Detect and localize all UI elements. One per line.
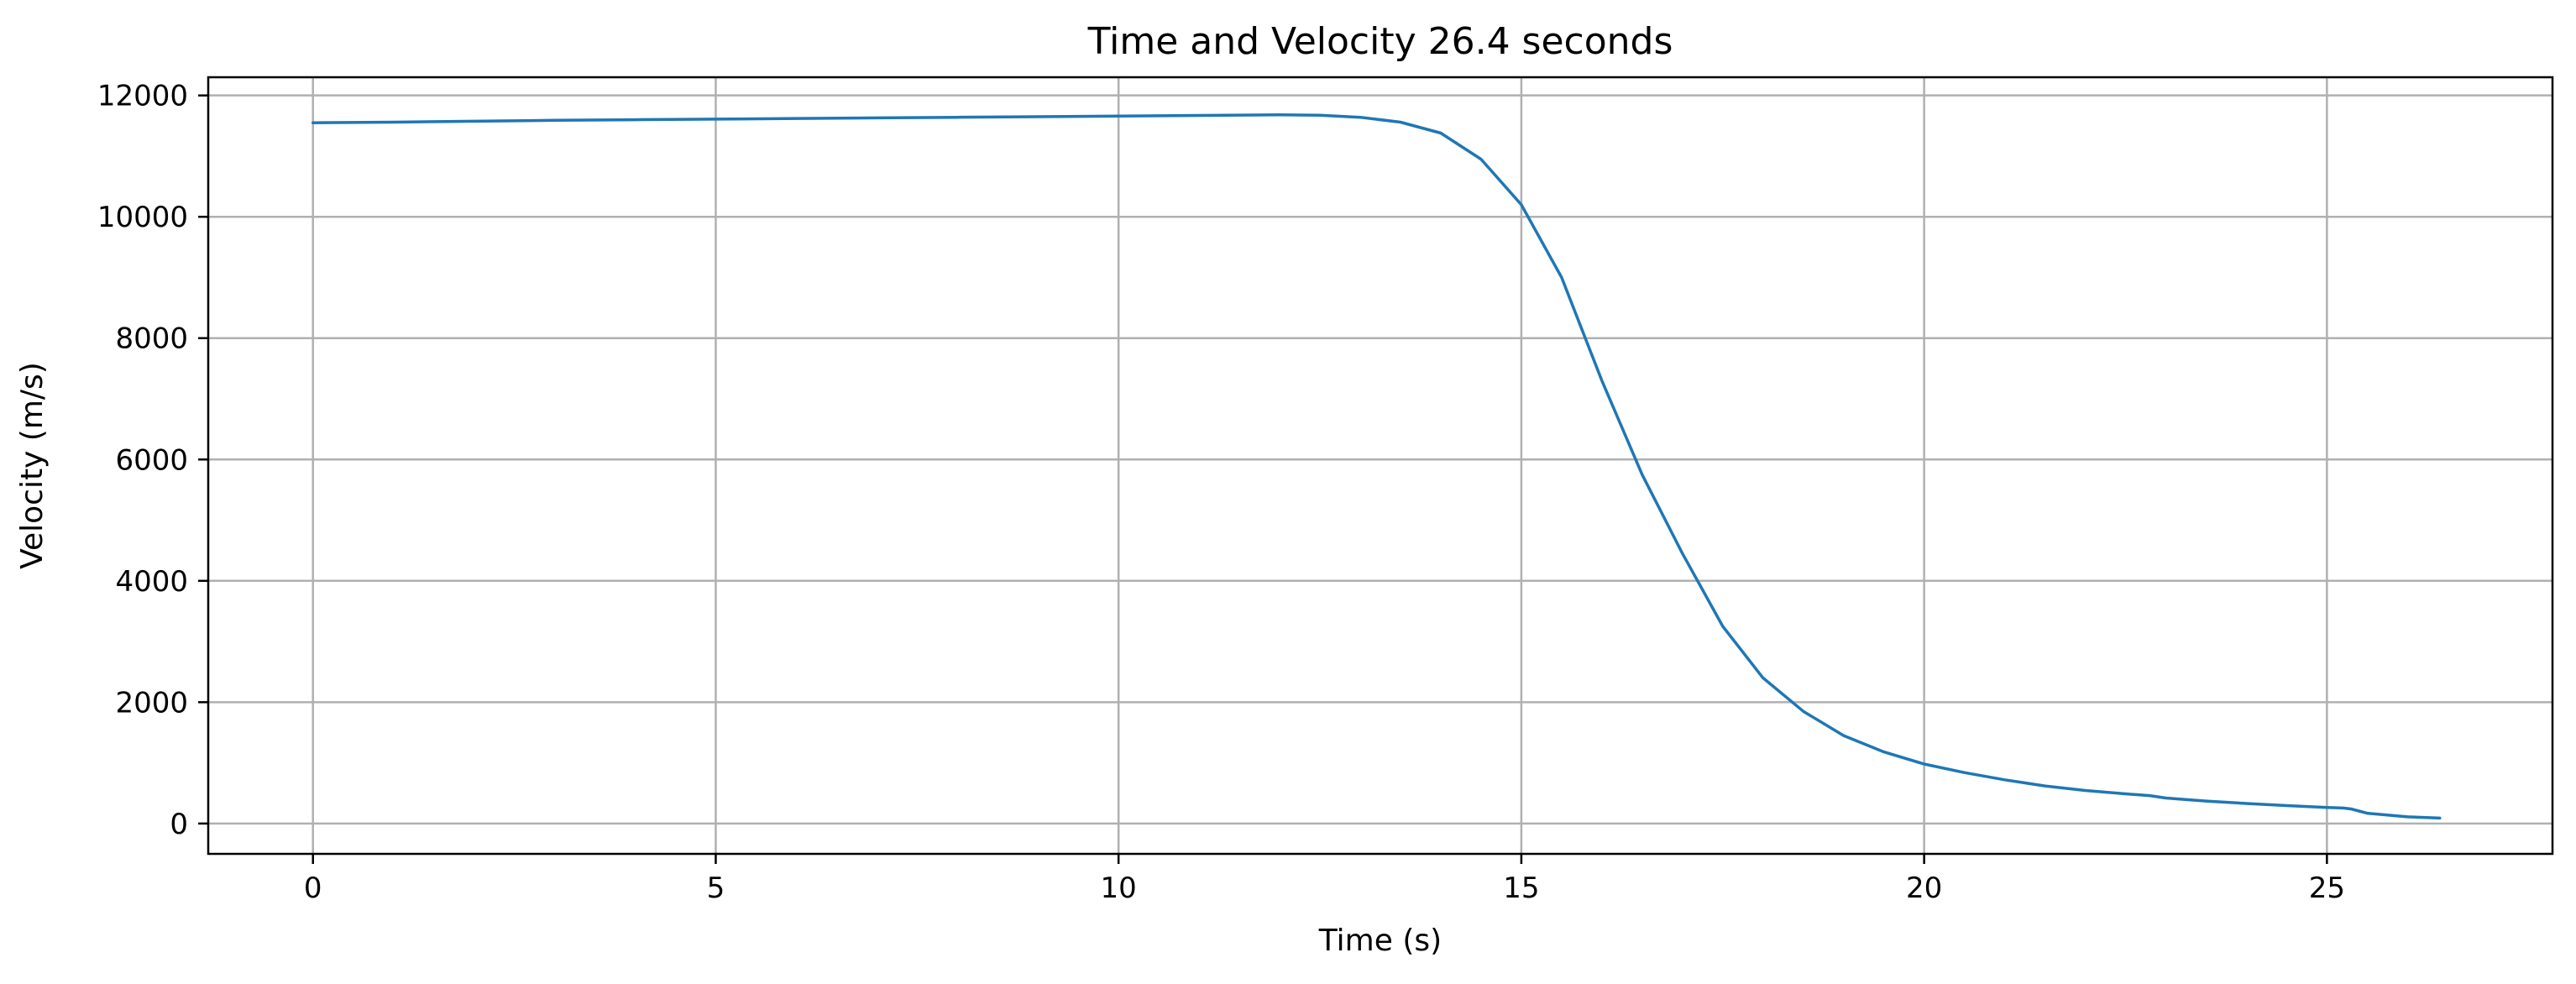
y-tick-label: 6000 [115,443,188,477]
x-axis-label: Time (s) [1318,924,1442,958]
y-tick-label: 0 [170,808,188,841]
y-axis-label: Velocity (m/s) [15,362,50,569]
x-tick-label: 10 [1101,871,1137,905]
ticks-layer [198,94,2328,864]
series-line [311,113,2442,820]
y-tick-label: 8000 [115,322,188,356]
x-tick-label: 0 [304,871,322,905]
y-tick-label: 2000 [115,686,188,720]
x-tick-label: 15 [1503,871,1539,905]
y-tick-label: 12000 [97,80,188,113]
chart-title: Time and Velocity 26.4 seconds [1087,20,1673,63]
grid-lines [208,77,2552,854]
y-tick-label: 10000 [97,201,188,234]
x-tick-label: 5 [707,871,725,905]
tick-labels-layer: 0 5 10 15 20 25 0 2000 4000 6000 8000 10000 12000 [97,80,2345,905]
y-tick-label: 4000 [115,565,188,599]
series-layer [311,113,2442,820]
x-tick-label: 20 [1906,871,1942,905]
plot-frame [207,76,2554,856]
x-tick-label: 25 [2309,871,2345,905]
